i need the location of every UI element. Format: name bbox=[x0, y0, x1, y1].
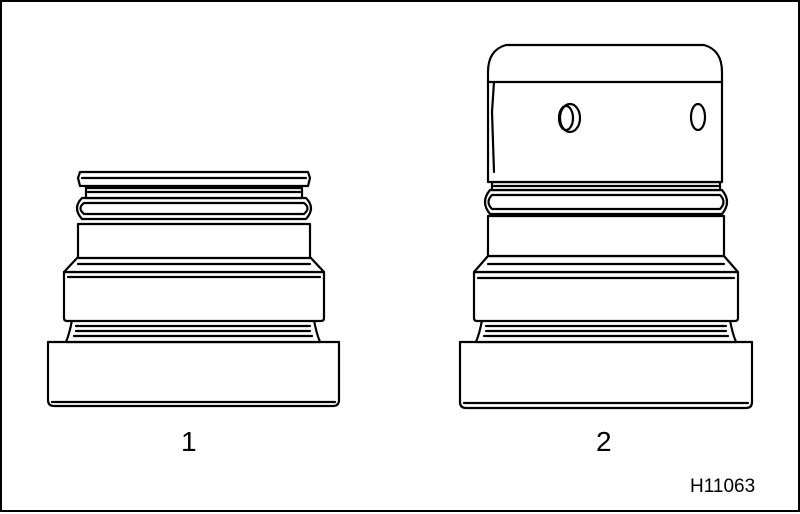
part-2-body-band bbox=[472, 270, 740, 323]
part-1-drawing bbox=[46, 170, 341, 408]
part-2-cross-hole-right bbox=[689, 102, 707, 132]
part-2-cap bbox=[486, 43, 724, 184]
part-1-body-band bbox=[62, 270, 326, 323]
part-2-cylinder bbox=[486, 214, 726, 258]
part-1-label: 1 bbox=[181, 426, 197, 457]
part-1-upper-cylinder bbox=[76, 222, 312, 260]
part-2-drawing bbox=[458, 43, 754, 410]
part-2-base-flange bbox=[458, 340, 754, 410]
figure-reference-code: H11063 bbox=[690, 476, 756, 497]
part-1-base-flange bbox=[46, 340, 341, 408]
part-2-label: 2 bbox=[596, 426, 612, 457]
